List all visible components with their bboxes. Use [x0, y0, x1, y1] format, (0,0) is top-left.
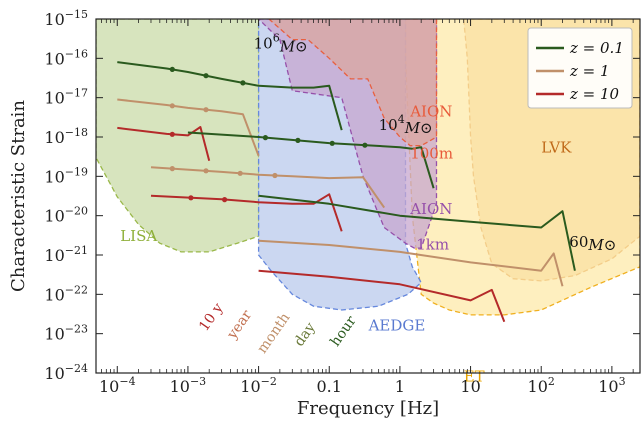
region-aion-100m: [267, 19, 438, 147]
annotation-aion: AION: [409, 103, 452, 121]
y-tick-label-2: 10−22: [44, 283, 88, 304]
annotation-et: ET: [464, 368, 485, 386]
series-marker-4-2: [237, 170, 243, 176]
series-marker-3-2: [329, 140, 335, 146]
x-tick-label-0: 10−4: [99, 375, 136, 396]
annotation-hour: hour: [327, 313, 359, 350]
series-marker-1-1: [203, 107, 209, 113]
y-tick-label-7: 10−17: [44, 87, 88, 108]
series-line-4: [150, 166, 386, 209]
annotation-aion: AION: [409, 200, 452, 218]
mass-label-2: 60M⊙: [569, 233, 616, 254]
x-tick-label-2: 10−2: [240, 375, 277, 396]
x-tick-label-4: 1: [395, 377, 405, 396]
y-tick-label-0: 10−24: [44, 362, 88, 383]
annotation-lvk: LVK: [541, 139, 572, 157]
x-tick-label-7: 103: [598, 375, 625, 396]
y-tick-label-1: 10−23: [44, 323, 88, 344]
x-axis-label: Frequency [Hz]: [297, 398, 439, 419]
series-line-3: [187, 131, 435, 189]
annotation-lisa: LISA: [120, 227, 157, 245]
sensitivity-regions: [96, 19, 640, 316]
legend: z = 0.1 z = 1 z = 10: [527, 27, 633, 109]
plot-frame: [95, 18, 641, 374]
series-marker-5-1: [222, 197, 228, 203]
x-tick-label-3: 0.1: [316, 377, 341, 396]
series-marker-4-3: [272, 172, 278, 179]
series-marker-3-1: [295, 137, 301, 143]
y-tick-label-9: 10−15: [44, 8, 88, 29]
series-marker-0-0: [169, 66, 175, 72]
legend-label-2: z = 10: [569, 85, 620, 103]
legend-label-0: z = 0.1: [569, 39, 624, 57]
series-line-6: [258, 194, 576, 271]
series-line-7: [258, 239, 564, 287]
series-line-8: [258, 269, 506, 323]
annotation-year: year: [224, 307, 256, 343]
source-series: [117, 61, 576, 323]
annotation-10-y: 10 y: [196, 300, 226, 334]
series-marker-4-0: [169, 166, 175, 172]
series-marker-5-0: [188, 195, 194, 201]
annotation-day: day: [291, 320, 319, 350]
y-tick-label-4: 10−20: [44, 205, 88, 226]
annotation-100m: 100m: [410, 145, 453, 163]
y-tick-label-5: 10−19: [44, 165, 88, 186]
y-axis-label: Characteristic Strain: [8, 100, 29, 292]
series-marker-0-1: [203, 73, 209, 79]
annotation-month: month: [254, 310, 293, 356]
y-tick-label-8: 10−16: [44, 47, 88, 68]
annotation-1km: 1km: [416, 235, 449, 253]
series-marker-1-0: [169, 103, 175, 109]
x-tick-label-6: 102: [528, 375, 555, 396]
series-line-2: [117, 126, 211, 161]
series-marker-4-1: [203, 168, 209, 174]
x-tick-label-1: 10−3: [170, 375, 207, 396]
x-tick-label-5: 10: [460, 377, 480, 396]
y-tick-label-3: 10−21: [44, 244, 88, 265]
annotation-aedge: AEDGE: [368, 317, 426, 335]
series-marker-3-0: [262, 135, 268, 141]
legend-label-1: z = 1: [569, 62, 610, 80]
series-line-5: [150, 193, 343, 232]
series-marker-0-2: [240, 80, 246, 86]
y-tick-label-6: 10−18: [44, 126, 88, 147]
series-marker-3-3: [362, 142, 368, 148]
series-marker-2-0: [169, 131, 175, 137]
